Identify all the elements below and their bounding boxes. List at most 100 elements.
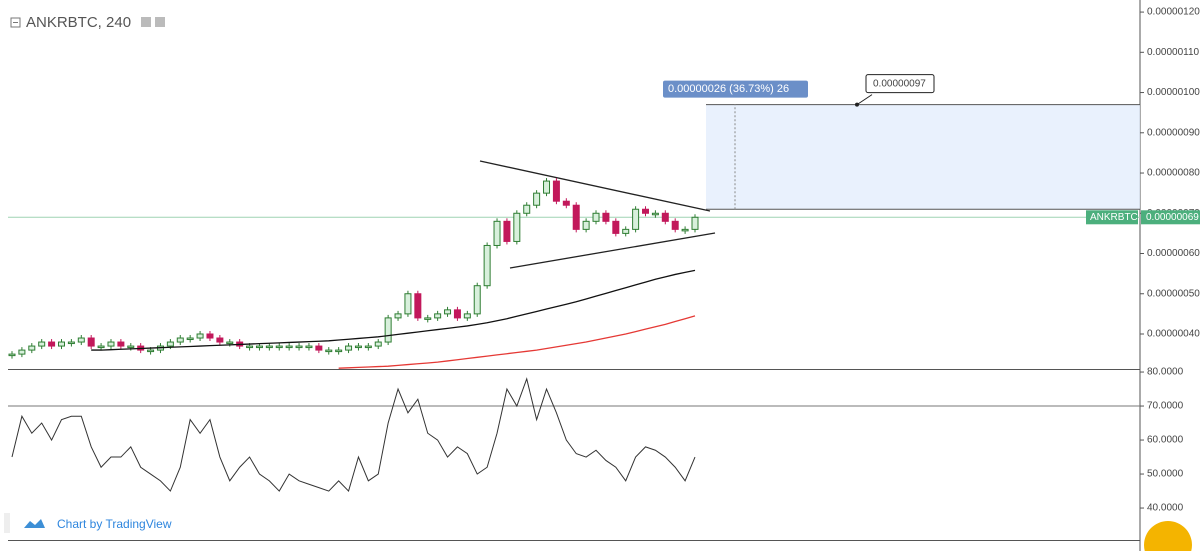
candle — [572, 204, 580, 230]
candle — [226, 341, 234, 345]
last-price-label: 0.00000069 — [1146, 212, 1199, 223]
candle — [493, 220, 501, 246]
candle — [681, 228, 689, 232]
candle — [265, 345, 273, 349]
candle — [642, 208, 650, 214]
menu-button[interactable] — [1144, 521, 1192, 556]
candle — [275, 345, 283, 349]
y-tick-label: 0.00000080 — [1147, 168, 1200, 179]
candle — [246, 345, 254, 349]
callout-box — [865, 74, 935, 94]
y-tick-label: 0.00000050 — [1147, 288, 1200, 299]
trendline — [479, 160, 711, 212]
candle — [335, 349, 343, 353]
candle — [424, 317, 432, 320]
measure-box — [706, 104, 1140, 210]
candle — [216, 337, 224, 343]
collapse-icon[interactable] — [10, 17, 21, 28]
candle — [533, 192, 541, 206]
rsi-tick-label: 50.0000 — [1147, 469, 1184, 480]
candle — [196, 333, 204, 339]
settings-icon[interactable] — [155, 17, 165, 27]
y-tick-label: 0.00000040 — [1147, 329, 1200, 340]
candle — [176, 337, 184, 343]
candle — [315, 345, 323, 351]
logo-icon — [24, 519, 45, 528]
candle — [87, 337, 95, 347]
candle — [444, 309, 452, 315]
candle — [394, 313, 402, 319]
y-tick-label: 0.00000090 — [1147, 127, 1200, 138]
candle — [463, 313, 471, 319]
candle — [562, 200, 570, 206]
candle — [513, 212, 521, 242]
settings-icon[interactable] — [141, 17, 151, 27]
candle — [325, 349, 333, 353]
candle — [77, 337, 85, 343]
candle — [117, 341, 125, 347]
measure-label: 0.00000026 (36.73%) 26 — [668, 83, 789, 95]
rsi-line — [11, 377, 696, 493]
candle — [602, 212, 610, 222]
moving-average — [91, 269, 696, 351]
candle — [345, 345, 353, 351]
candle — [543, 180, 551, 194]
candle — [503, 220, 511, 242]
candle — [622, 228, 630, 234]
candle — [691, 216, 699, 230]
callout-text: 0.00000097 — [873, 78, 926, 89]
candle — [57, 341, 65, 347]
candle — [48, 341, 56, 347]
candle — [651, 212, 659, 216]
watermark-text: Chart by TradingView — [57, 517, 172, 531]
candle — [18, 349, 26, 355]
scroll-handle[interactable] — [4, 513, 10, 533]
watermark: Chart by TradingView — [4, 513, 172, 533]
candle — [255, 345, 263, 349]
candle — [453, 309, 461, 319]
y-tick-label: 0.00000120 — [1147, 7, 1200, 18]
candle — [671, 220, 679, 230]
rsi-tick-label: 60.0000 — [1147, 435, 1184, 446]
candle — [523, 204, 531, 214]
candle — [107, 341, 115, 347]
candle — [147, 349, 155, 353]
candle — [97, 345, 105, 349]
y-tick-label: 0.00000110 — [1147, 47, 1200, 58]
symbol-label-bg — [1086, 210, 1138, 225]
candle — [206, 333, 214, 339]
candle — [354, 345, 362, 349]
candle — [632, 208, 640, 230]
symbol-label: ANKRBTC — [1090, 212, 1138, 223]
candle — [127, 345, 135, 349]
candle — [483, 244, 491, 287]
candle — [582, 220, 590, 230]
last-price-bg — [1141, 210, 1200, 225]
callout-stem — [856, 94, 873, 106]
measure-label-bg — [663, 80, 808, 98]
y-tick-label: 0.00000100 — [1147, 87, 1200, 98]
candle — [166, 341, 174, 347]
candle — [186, 337, 194, 341]
chart-title: ANKRBTC, 240 — [26, 14, 131, 31]
candle — [592, 212, 600, 222]
candle — [305, 345, 313, 349]
candle — [374, 341, 382, 347]
rsi-tick-label: 70.0000 — [1147, 401, 1184, 412]
candle — [295, 345, 303, 349]
candle — [661, 212, 669, 222]
candle — [414, 293, 422, 319]
y-tick-label: 0.00000060 — [1147, 248, 1200, 259]
candle — [473, 285, 481, 315]
rsi-tick-label: 40.0000 — [1147, 503, 1184, 514]
trendline — [509, 232, 716, 269]
candle — [67, 341, 75, 345]
candle — [364, 345, 372, 349]
candle — [384, 317, 392, 343]
candle — [404, 293, 412, 315]
candle — [285, 345, 293, 349]
candle — [434, 313, 442, 319]
candle — [552, 180, 560, 202]
